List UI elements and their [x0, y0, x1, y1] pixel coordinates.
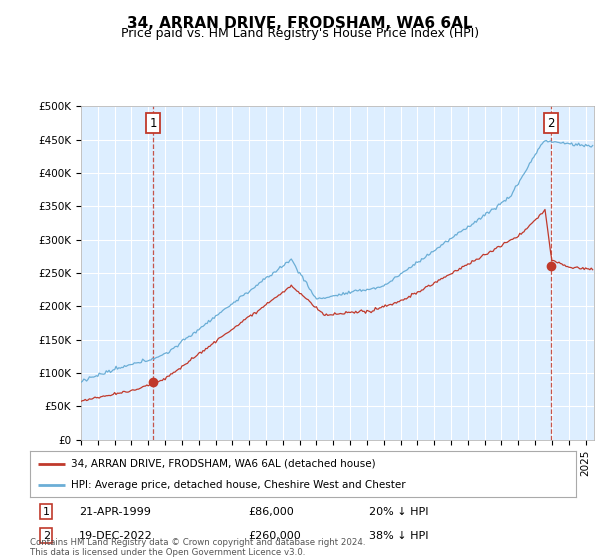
Text: 2: 2 — [548, 116, 555, 129]
Text: 1: 1 — [149, 116, 157, 129]
Text: Price paid vs. HM Land Registry's House Price Index (HPI): Price paid vs. HM Land Registry's House … — [121, 27, 479, 40]
Text: 34, ARRAN DRIVE, FRODSHAM, WA6 6AL: 34, ARRAN DRIVE, FRODSHAM, WA6 6AL — [127, 16, 473, 31]
Text: 20% ↓ HPI: 20% ↓ HPI — [368, 507, 428, 517]
Text: 21-APR-1999: 21-APR-1999 — [79, 507, 151, 517]
Text: Contains HM Land Registry data © Crown copyright and database right 2024.
This d: Contains HM Land Registry data © Crown c… — [30, 538, 365, 557]
Text: HPI: Average price, detached house, Cheshire West and Chester: HPI: Average price, detached house, Ches… — [71, 480, 406, 490]
Text: 19-DEC-2022: 19-DEC-2022 — [79, 531, 153, 541]
Text: £86,000: £86,000 — [248, 507, 294, 517]
Text: 34, ARRAN DRIVE, FRODSHAM, WA6 6AL (detached house): 34, ARRAN DRIVE, FRODSHAM, WA6 6AL (deta… — [71, 459, 376, 469]
Text: 38% ↓ HPI: 38% ↓ HPI — [368, 531, 428, 541]
Text: 1: 1 — [43, 507, 50, 517]
Text: 2: 2 — [43, 531, 50, 541]
Text: £260,000: £260,000 — [248, 531, 301, 541]
